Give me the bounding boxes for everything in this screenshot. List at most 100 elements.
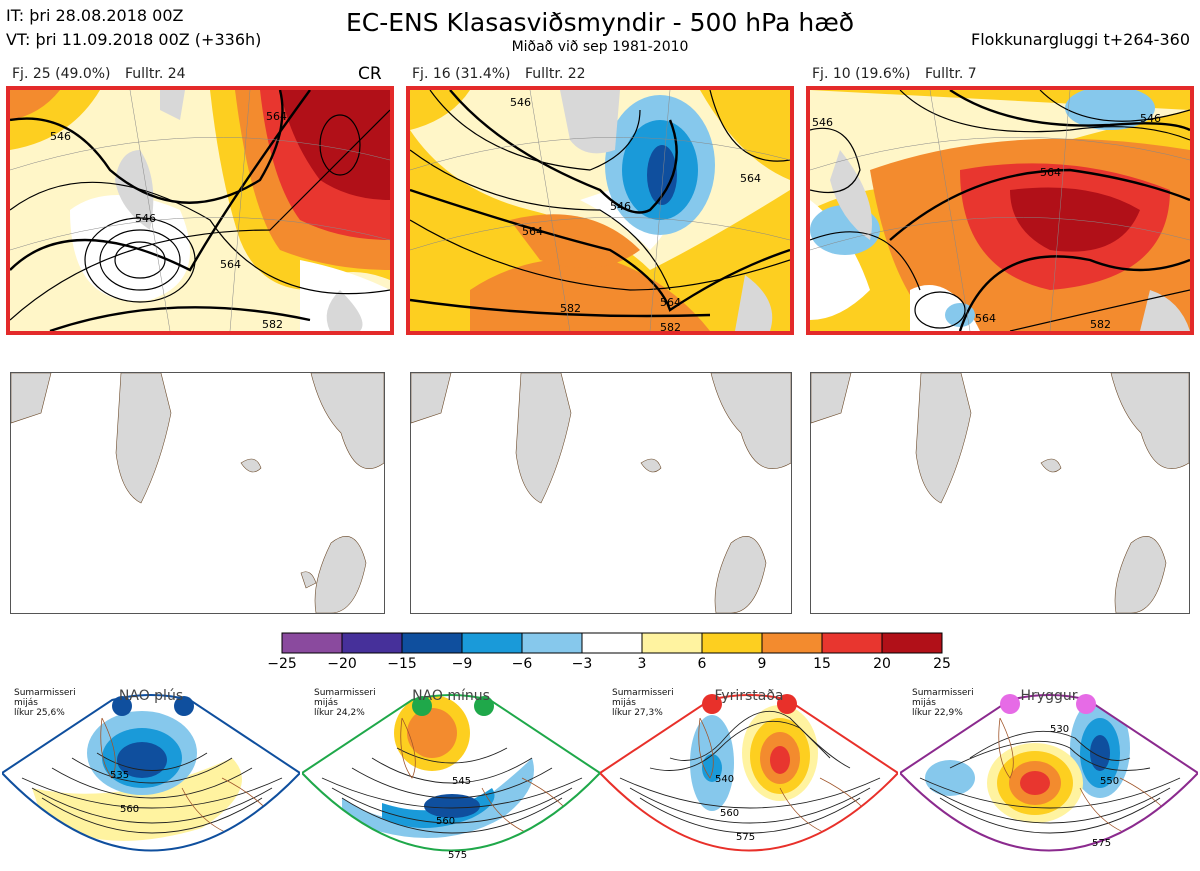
cluster-1-map: 546 564 546 564 582 (6, 86, 394, 335)
regime-season: Sumarmisseri (314, 688, 376, 698)
colorbar-tick-label: −9 (451, 656, 473, 672)
colorbar-swatch (461, 632, 523, 654)
regime-contour-label: 530 (1050, 724, 1069, 735)
regime-ridge: Hryggur Sumarmisseri mijás líkur 22,9% (900, 688, 1198, 871)
regime-contour-label: 560 (720, 808, 739, 819)
cluster-1-regime: CR (358, 64, 382, 84)
regime-mijas: mijás (14, 698, 38, 708)
cluster-2-contour-label: 564 (522, 225, 543, 238)
classification-window: Flokkunargluggi t+264-360 (971, 30, 1190, 49)
regime-dot-icon (1076, 694, 1096, 714)
cluster-1-contour-label: 564 (266, 110, 287, 123)
regime-dot-icon (474, 696, 494, 716)
colorbar-tick-label: 20 (873, 656, 891, 672)
regime-contour-label: 550 (1100, 776, 1119, 787)
regime-likelihood: líkur 24,2% (314, 708, 365, 718)
cluster-1-label: Fj. 25 (49.0%) Fulltr. 24 (12, 66, 196, 82)
page-title: EC-ENS Klasasviðsmyndir - 500 hPa hæð (345, 8, 855, 37)
regime-contour-label: 545 (452, 776, 471, 787)
regime-dot-icon (1000, 694, 1020, 714)
cluster-3-contour-label: 546 (1140, 112, 1161, 125)
colorbar-tick-label: 3 (637, 656, 647, 672)
regime-mijas: mijás (314, 698, 338, 708)
colorbar-swatch (521, 632, 583, 654)
cluster-3-contour-label: 564 (1040, 166, 1061, 179)
colorbar-tick-label: −15 (387, 656, 417, 672)
regime-season: Sumarmisseri (14, 688, 76, 698)
colorbar-swatch (761, 632, 823, 654)
empty-map-2 (410, 372, 792, 614)
cluster-1-contour-label: 546 (50, 130, 71, 143)
cluster-3-map: 546 564 546 564 582 (806, 86, 1194, 335)
regime-contour-label: 560 (120, 804, 139, 815)
regime-contour-label: 535 (110, 770, 129, 781)
colorbar-swatch (641, 632, 703, 654)
cluster-1-representative: Fulltr. 24 (124, 66, 186, 82)
cluster-2-contour-label: 564 (740, 172, 761, 185)
cluster-2-contour-label: 546 (510, 96, 531, 109)
regime-dot-icon (777, 694, 797, 714)
regime-nao-plus: NAO plús Sumarmisseri mijás líkur 25,6% (2, 688, 300, 871)
colorbar-swatch (821, 632, 883, 654)
cluster-3-contour-label: 546 (812, 116, 833, 129)
regime-season: Sumarmisseri (612, 688, 674, 698)
cluster-3-count: Fj. 10 (19.6%) (812, 66, 911, 82)
colorbar-tick-label: 25 (933, 656, 951, 672)
regime-contour-label: 540 (715, 774, 734, 785)
regime-probability: Sumarmisseri mijás líkur 27,3% (612, 688, 674, 718)
empty-map-1 (10, 372, 385, 614)
regime-dot-icon (412, 696, 432, 716)
colorbar-tick-label: 9 (757, 656, 767, 672)
cluster-2-contour-label: 582 (660, 321, 681, 331)
colorbar-swatch (401, 632, 463, 654)
cluster-2-representative: Fulltr. 22 (524, 66, 586, 82)
regime-likelihood: líkur 22,9% (912, 708, 963, 718)
colorbar-tick-label: −25 (267, 656, 297, 672)
cluster-1-count: Fj. 25 (49.0%) (12, 66, 111, 82)
regime-name: NAO plús (118, 688, 184, 704)
regime-nao-minus: NAO mínus Sumarmisseri mijás líkur 24,2% (302, 688, 600, 871)
regime-contour-label: 575 (736, 832, 755, 843)
colorbar-swatch (701, 632, 763, 654)
regime-name: NAO mínus (412, 688, 490, 704)
regime-name: Hryggur (1020, 688, 1078, 704)
cluster-3-contour-label: 582 (1090, 318, 1111, 331)
cluster-1-contour-label: 564 (220, 258, 241, 271)
colorbar-swatch (281, 632, 343, 654)
cluster-2-label: Fj. 16 (31.4%) Fulltr. 22 (412, 66, 596, 82)
regime-probability: Sumarmisseri mijás líkur 22,9% (912, 688, 974, 718)
cluster-2-contour-label: 564 (660, 296, 681, 309)
colorbar-tick-label: 15 (813, 656, 831, 672)
cluster-2-map: 546 564 564 582 582 546 564 (406, 86, 794, 335)
regime-name: Fyrirstaða (714, 688, 784, 704)
regime-blocking: Fyrirstaða Sumarmisseri mijás líkur 27,3… (600, 688, 898, 871)
cluster-1-contour-label: 582 (262, 318, 283, 331)
regime-dot-icon (174, 696, 194, 716)
regime-likelihood: líkur 27,3% (612, 708, 663, 718)
cluster-2-contour-label: 546 (610, 200, 631, 213)
colorbar-tick-label: −6 (511, 656, 533, 672)
cluster-1-contour-label: 546 (135, 212, 156, 225)
empty-map-3 (810, 372, 1190, 614)
regime-mijas: mijás (612, 698, 636, 708)
cluster-2-contour-label: 582 (560, 302, 581, 315)
colorbar-tick-label: 6 (697, 656, 707, 672)
page-subtitle: Miðað við sep 1981-2010 (511, 39, 689, 55)
regime-mijas: mijás (912, 698, 936, 708)
regime-contour-label: 575 (1092, 838, 1111, 849)
regime-probability: Sumarmisseri mijás líkur 24,2% (314, 688, 376, 718)
regime-likelihood: líkur 25,6% (14, 708, 65, 718)
regime-dot-icon (702, 694, 722, 714)
colorbar-swatch (581, 632, 643, 654)
colorbar (281, 632, 943, 654)
colorbar-tick-label: −20 (327, 656, 357, 672)
cluster-2-count: Fj. 16 (31.4%) (412, 66, 511, 82)
colorbar-swatch (881, 632, 943, 654)
cluster-3-contour-label: 564 (975, 312, 996, 325)
regime-season: Sumarmisseri (912, 688, 974, 698)
cluster-3-label: Fj. 10 (19.6%) Fulltr. 7 (812, 66, 987, 82)
regime-contour-label: 575 (448, 850, 467, 861)
valid-time: VT: þri 11.09.2018 00Z (+336h) (6, 30, 262, 49)
regime-probability: Sumarmisseri mijás líkur 25,6% (14, 688, 76, 718)
cluster-3-representative: Fulltr. 7 (924, 66, 977, 82)
